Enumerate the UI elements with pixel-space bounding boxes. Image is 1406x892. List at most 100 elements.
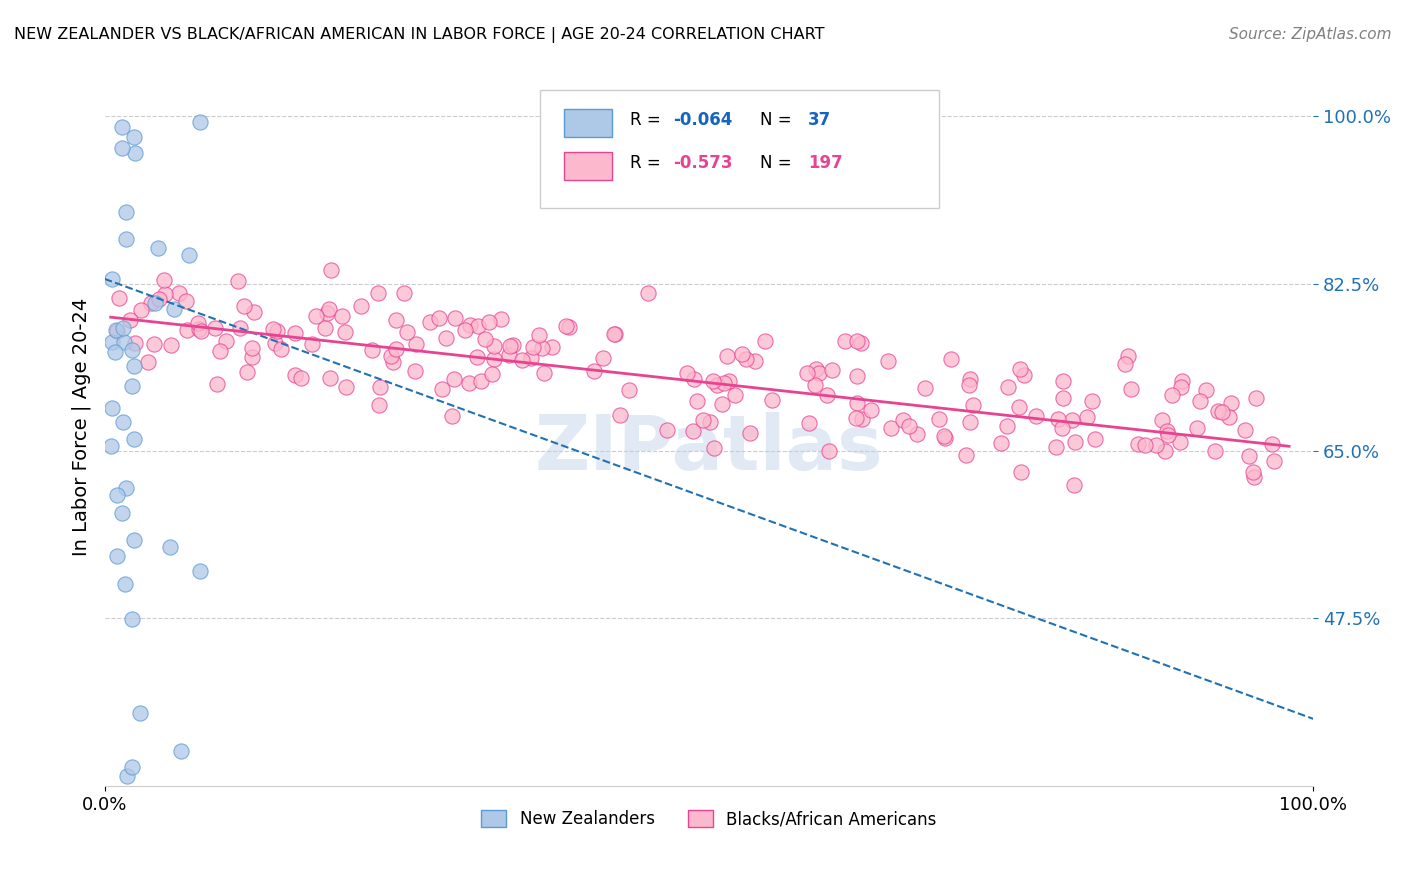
Point: [761, 392, 783, 407]
Point: [105, 488, 128, 502]
Point: [148, 241, 170, 255]
Point: [405, 337, 427, 351]
Point: [1045, 440, 1067, 454]
Point: [121, 760, 143, 774]
Point: [136, 355, 159, 369]
Point: [754, 334, 776, 348]
Point: [1156, 424, 1178, 438]
Point: [531, 342, 554, 356]
Point: [959, 415, 981, 429]
Point: [796, 367, 818, 381]
Point: [111, 506, 134, 520]
Legend: New Zealanders, Blacks/African Americans: New Zealanders, Blacks/African Americans: [475, 804, 943, 835]
Point: [111, 141, 134, 155]
Point: [603, 326, 626, 341]
Point: [458, 376, 481, 391]
Point: [105, 323, 128, 337]
Point: [1121, 382, 1143, 396]
Point: [716, 349, 738, 363]
Point: [430, 382, 453, 396]
Point: [533, 367, 555, 381]
Point: [527, 328, 550, 343]
Point: [1080, 394, 1102, 409]
Point: [1171, 374, 1194, 388]
Text: N =: N =: [759, 112, 797, 129]
Point: [522, 340, 544, 354]
Text: Source: ZipAtlas.com: Source: ZipAtlas.com: [1229, 27, 1392, 42]
Y-axis label: In Labor Force | Age 20-24: In Labor Force | Age 20-24: [72, 298, 91, 557]
Point: [443, 372, 465, 386]
Point: [474, 332, 496, 346]
Point: [124, 336, 146, 351]
Point: [112, 321, 135, 335]
Point: [702, 374, 724, 388]
Point: [382, 355, 405, 369]
Point: [270, 342, 292, 356]
Point: [520, 351, 543, 366]
Point: [735, 352, 758, 367]
Point: [1063, 478, 1085, 492]
Point: [851, 412, 873, 426]
Point: [1154, 444, 1177, 458]
Point: [1261, 437, 1284, 451]
Point: [898, 419, 921, 434]
Point: [100, 272, 122, 286]
Point: [1060, 413, 1083, 427]
Point: [1233, 423, 1256, 437]
Point: [713, 376, 735, 390]
Point: [159, 541, 181, 555]
Point: [1063, 434, 1085, 449]
Point: [122, 359, 145, 373]
Point: [1152, 413, 1174, 427]
Point: [385, 313, 408, 327]
Point: [815, 387, 838, 401]
Point: [145, 296, 167, 310]
Point: [264, 336, 287, 351]
Point: [928, 412, 950, 426]
Point: [101, 334, 124, 349]
Point: [240, 341, 263, 355]
Point: [361, 343, 384, 357]
Point: [846, 334, 869, 348]
Point: [1204, 444, 1226, 458]
Point: [121, 343, 143, 357]
Point: [301, 337, 323, 351]
Point: [502, 337, 524, 351]
Point: [959, 372, 981, 386]
Point: [465, 351, 488, 365]
Point: [685, 394, 707, 409]
Point: [204, 321, 226, 335]
Point: [583, 364, 606, 378]
Point: [153, 273, 176, 287]
Text: ZIPatlas: ZIPatlas: [534, 412, 883, 485]
Point: [1168, 434, 1191, 449]
Point: [160, 338, 183, 352]
Point: [283, 368, 305, 383]
Point: [845, 410, 868, 425]
Point: [510, 353, 533, 368]
Point: [233, 299, 256, 313]
Point: [458, 318, 481, 332]
Point: [177, 247, 200, 261]
Point: [1144, 438, 1167, 452]
Point: [1116, 349, 1139, 363]
Point: [619, 383, 641, 397]
Point: [229, 321, 252, 335]
Point: [1218, 410, 1240, 425]
Text: -0.064: -0.064: [672, 112, 733, 129]
Point: [1008, 362, 1031, 376]
Point: [849, 336, 872, 351]
Point: [481, 367, 503, 381]
Point: [111, 120, 134, 134]
Point: [905, 427, 928, 442]
Point: [1263, 454, 1285, 468]
Point: [744, 354, 766, 368]
Point: [470, 374, 492, 388]
Point: [859, 403, 882, 417]
Point: [434, 330, 457, 344]
Point: [1052, 391, 1074, 405]
Point: [703, 441, 725, 455]
Point: [997, 379, 1019, 393]
Point: [934, 431, 956, 445]
Point: [482, 352, 505, 367]
